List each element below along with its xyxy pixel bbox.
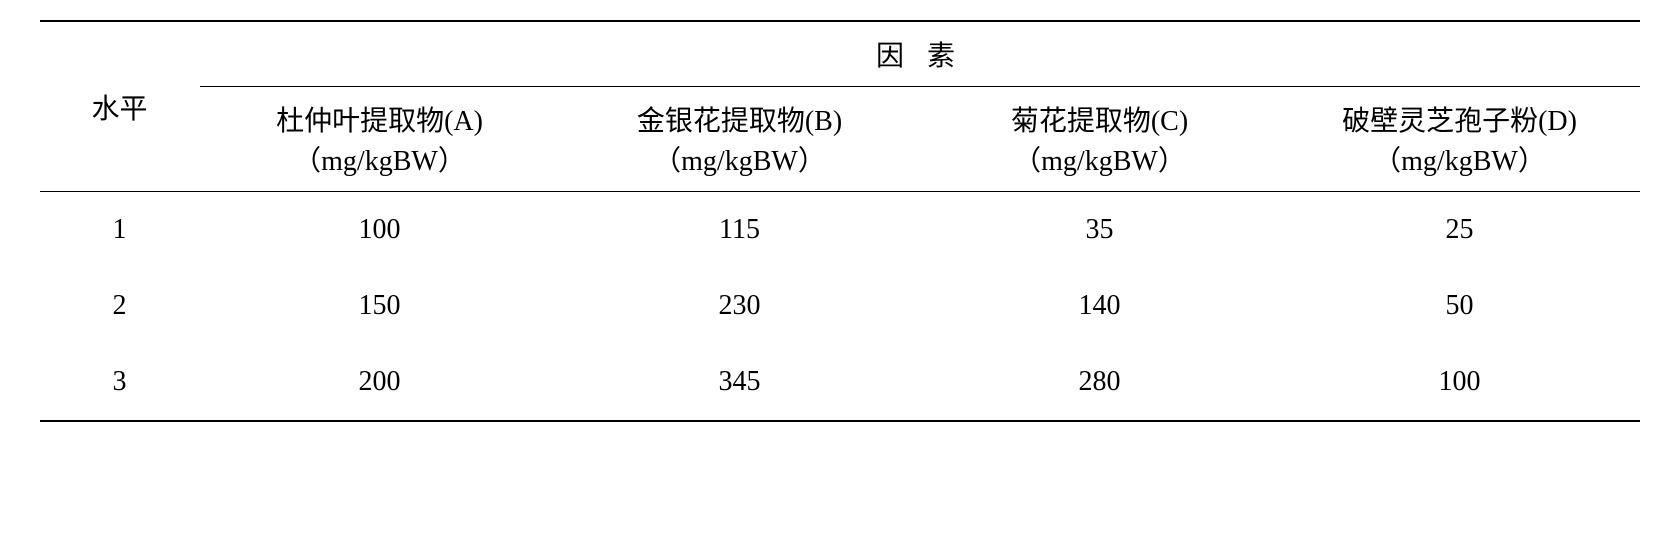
- sub-header-row-1: 杜仲叶提取物(A) 金银花提取物(B) 菊花提取物(C) 破壁灵芝孢子粉(D): [40, 87, 1640, 140]
- value-cell: 140: [920, 268, 1280, 344]
- value-cell: 100: [1280, 344, 1640, 421]
- factor-a-header-name: 杜仲叶提取物(A): [200, 87, 560, 140]
- level-column-header: 水平: [40, 21, 200, 192]
- factor-c-header-name: 菊花提取物(C): [920, 87, 1280, 140]
- value-cell: 280: [920, 344, 1280, 421]
- value-cell: 230: [560, 268, 920, 344]
- factor-d-header-name: 破壁灵芝孢子粉(D): [1280, 87, 1640, 140]
- factor-group-header: 因 素: [200, 21, 1640, 87]
- value-cell: 35: [920, 192, 1280, 269]
- sub-header-row-2: （mg/kgBW） （mg/kgBW） （mg/kgBW） （mg/kgBW）: [40, 139, 1640, 192]
- value-cell: 345: [560, 344, 920, 421]
- table-row: 3 200 345 280 100: [40, 344, 1640, 421]
- level-cell: 1: [40, 192, 200, 269]
- value-cell: 25: [1280, 192, 1640, 269]
- factor-c-header-unit: （mg/kgBW）: [920, 139, 1280, 192]
- value-cell: 50: [1280, 268, 1640, 344]
- factor-b-header-unit: （mg/kgBW）: [560, 139, 920, 192]
- header-row-top: 水平 因 素: [40, 21, 1640, 87]
- level-cell: 2: [40, 268, 200, 344]
- value-cell: 150: [200, 268, 560, 344]
- table-row: 2 150 230 140 50: [40, 268, 1640, 344]
- table-row: 1 100 115 35 25: [40, 192, 1640, 269]
- value-cell: 200: [200, 344, 560, 421]
- table-container: 水平 因 素 杜仲叶提取物(A) 金银花提取物(B) 菊花提取物(C) 破壁灵芝…: [40, 20, 1640, 422]
- level-cell: 3: [40, 344, 200, 421]
- factor-a-header-unit: （mg/kgBW）: [200, 139, 560, 192]
- factor-d-header-unit: （mg/kgBW）: [1280, 139, 1640, 192]
- value-cell: 100: [200, 192, 560, 269]
- orthogonal-design-table: 水平 因 素 杜仲叶提取物(A) 金银花提取物(B) 菊花提取物(C) 破壁灵芝…: [40, 20, 1640, 422]
- value-cell: 115: [560, 192, 920, 269]
- factor-b-header-name: 金银花提取物(B): [560, 87, 920, 140]
